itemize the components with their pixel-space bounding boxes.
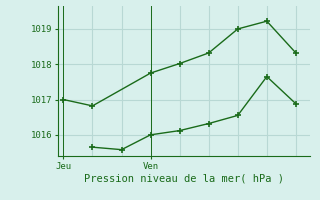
X-axis label: Pression niveau de la mer( hPa ): Pression niveau de la mer( hPa ) — [84, 173, 284, 183]
